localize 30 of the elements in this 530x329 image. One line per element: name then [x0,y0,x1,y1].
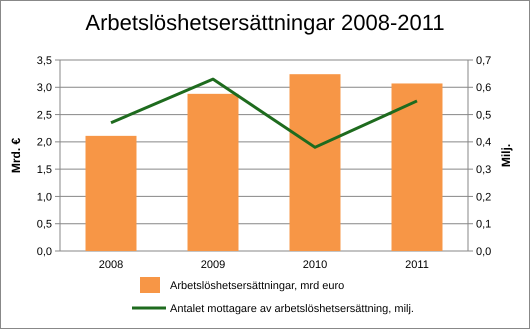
bar [392,83,442,251]
x-tick-label: 2010 [302,259,328,271]
bar [290,74,340,251]
y-tick-label: 0,0 [36,246,52,258]
y-tick-label: 3,0 [36,82,52,94]
y2-tick-label: 0,7 [476,54,492,67]
y-axis-title: Mrd. € [9,138,23,174]
y-tick-label: 2,5 [36,109,52,122]
y-tick-label: 2,0 [36,136,52,149]
y-tick-label: 0,5 [36,218,52,231]
x-tick-label: 2011 [405,259,429,271]
line-series [110,78,418,149]
x-tick-label: 2008 [98,259,124,271]
bar [188,94,238,251]
y-tick-label: 1,0 [36,191,52,204]
y2-tick-label: 0,2 [476,191,492,204]
y2-tick-label: 0,0 [476,246,492,258]
bar [86,136,136,251]
x-tick-label: 2009 [200,259,226,271]
legend-label: Arbetslöshetsersättningar, mrd euro [170,280,344,292]
y2-tick-label: 0,1 [476,218,492,231]
legend-label: Antalet mottagare av arbetslöshetsersättning, milj. [170,302,414,315]
y-tick-label: 3,5 [36,54,52,67]
y2-tick-label: 0,6 [476,82,492,94]
y2-tick-label: 0,3 [476,164,492,176]
y2-axis-title: Milj. [499,144,513,168]
y2-tick-label: 0,5 [476,109,492,122]
chart-title: Arbetslöshetsersättningar 2008-2011 [85,10,445,35]
y-tick-label: 1,5 [36,164,52,176]
y2-tick-label: 0,4 [476,136,492,149]
